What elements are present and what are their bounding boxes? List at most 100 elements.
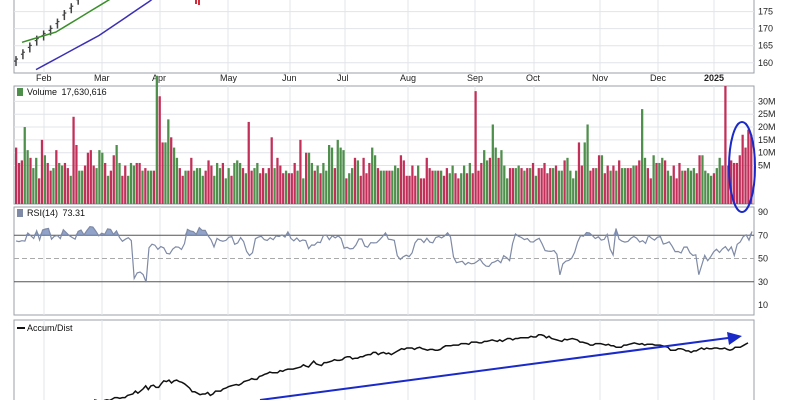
volume-bar (695, 173, 698, 204)
volume-bar (236, 160, 239, 204)
ad-panel (13, 319, 755, 400)
rsi-tick-label: 30 (758, 277, 768, 287)
ad-trend-line (259, 337, 729, 400)
volume-bar (730, 160, 733, 204)
volume-bar (152, 170, 156, 204)
volume-bar (735, 162, 739, 204)
rsi-legend-swatch (17, 209, 23, 217)
volume-bar (325, 170, 328, 204)
volume-bar (78, 170, 81, 204)
ma-short-line (21, 0, 111, 44)
volume-bar (684, 170, 687, 204)
volume-bar (15, 147, 18, 204)
volume-bar (287, 173, 291, 204)
month-axis-labels: Feb Mar Apr May Jun Jul Aug Sep Oct Nov Dec 2025 (36, 73, 724, 83)
volume-bar (385, 170, 388, 204)
volume-bar (577, 142, 581, 204)
volume-bar (431, 170, 434, 204)
volume-bar (540, 168, 543, 204)
volume-bar (606, 165, 609, 204)
volume-bar (112, 155, 115, 204)
volume-bar (506, 178, 509, 204)
price-axis-ticks: 175 170 165 160 (758, 7, 773, 68)
ad-label: Accum/Dist (27, 323, 73, 333)
rsi-line (15, 225, 753, 283)
volume-bar (336, 139, 339, 204)
volume-bar (371, 147, 374, 204)
volume-bar (620, 168, 624, 204)
volume-bar (597, 155, 601, 204)
volume-bar (20, 160, 24, 204)
volume-bar (201, 175, 204, 204)
volume-bar (592, 168, 595, 204)
volume-bar (147, 170, 150, 204)
volume-bar (600, 155, 604, 204)
volume-legend: Volume 17,630,616 (17, 87, 107, 97)
volume-bar (299, 139, 302, 204)
volume-bar (49, 170, 52, 204)
volume-bar (83, 165, 87, 204)
volume-legend-swatch (17, 88, 23, 96)
rsi-tick-label: 70 (758, 230, 768, 240)
volume-bar (701, 155, 704, 204)
volume-bar (210, 165, 213, 204)
accum-dist-chart (93, 334, 749, 400)
volume-bar (293, 162, 296, 204)
volume-bar (256, 162, 259, 204)
volume-bar (635, 165, 638, 204)
volume-bar (350, 168, 354, 204)
volume-bars (15, 75, 753, 205)
month-label: Oct (526, 73, 541, 83)
rsi-axis-ticks: 90 70 50 30 10 (758, 207, 768, 310)
volume-bar (480, 162, 483, 204)
volume-bar (204, 170, 207, 204)
volume-bar (698, 155, 701, 204)
volume-bar (17, 162, 21, 204)
volume-bar (511, 168, 515, 204)
volume-tick-label: 25M (758, 109, 776, 119)
volume-bar (356, 160, 359, 204)
volume-bar (494, 147, 497, 204)
volume-bar (462, 165, 466, 204)
volume-bar (273, 168, 276, 204)
volume-bar (414, 175, 417, 204)
price-tick-label: 160 (758, 58, 773, 68)
volume-bar (514, 168, 517, 204)
volume-bar (296, 170, 299, 204)
volume-bar (508, 168, 512, 204)
volume-bar (310, 162, 314, 204)
accum-dist-line (93, 334, 749, 400)
volume-bar (313, 170, 316, 204)
ad-trend-arrowhead (727, 332, 742, 345)
volume-bar (457, 178, 460, 204)
month-label: Apr (152, 73, 166, 83)
volume-bar (646, 168, 650, 204)
volume-bar (603, 173, 606, 204)
gridlines (14, 0, 754, 400)
volume-bar (465, 173, 469, 204)
volume-bar (35, 157, 38, 204)
volume-bar (29, 157, 32, 204)
volume-bar (566, 157, 569, 204)
volume-bar (365, 173, 368, 204)
volume-bar (388, 170, 391, 204)
volume-bar (193, 170, 196, 204)
volume-bar (445, 168, 449, 204)
volume-bar (399, 155, 403, 204)
volume-bar (738, 155, 741, 204)
volume-bar (164, 142, 167, 204)
volume-bar (89, 150, 92, 204)
volume-bar (661, 157, 664, 204)
volume-bar (178, 168, 181, 204)
volume-bar (491, 124, 494, 204)
volume-bar (328, 145, 331, 204)
volume-bar (267, 168, 270, 204)
volume-bar (451, 165, 454, 204)
volume-bar (46, 162, 49, 204)
volume-bar (359, 175, 362, 204)
volume-bar (72, 116, 75, 204)
volume-bar (563, 160, 566, 204)
volume-bar (741, 134, 744, 204)
volume-bar (629, 168, 632, 204)
volume-bar (149, 170, 153, 204)
